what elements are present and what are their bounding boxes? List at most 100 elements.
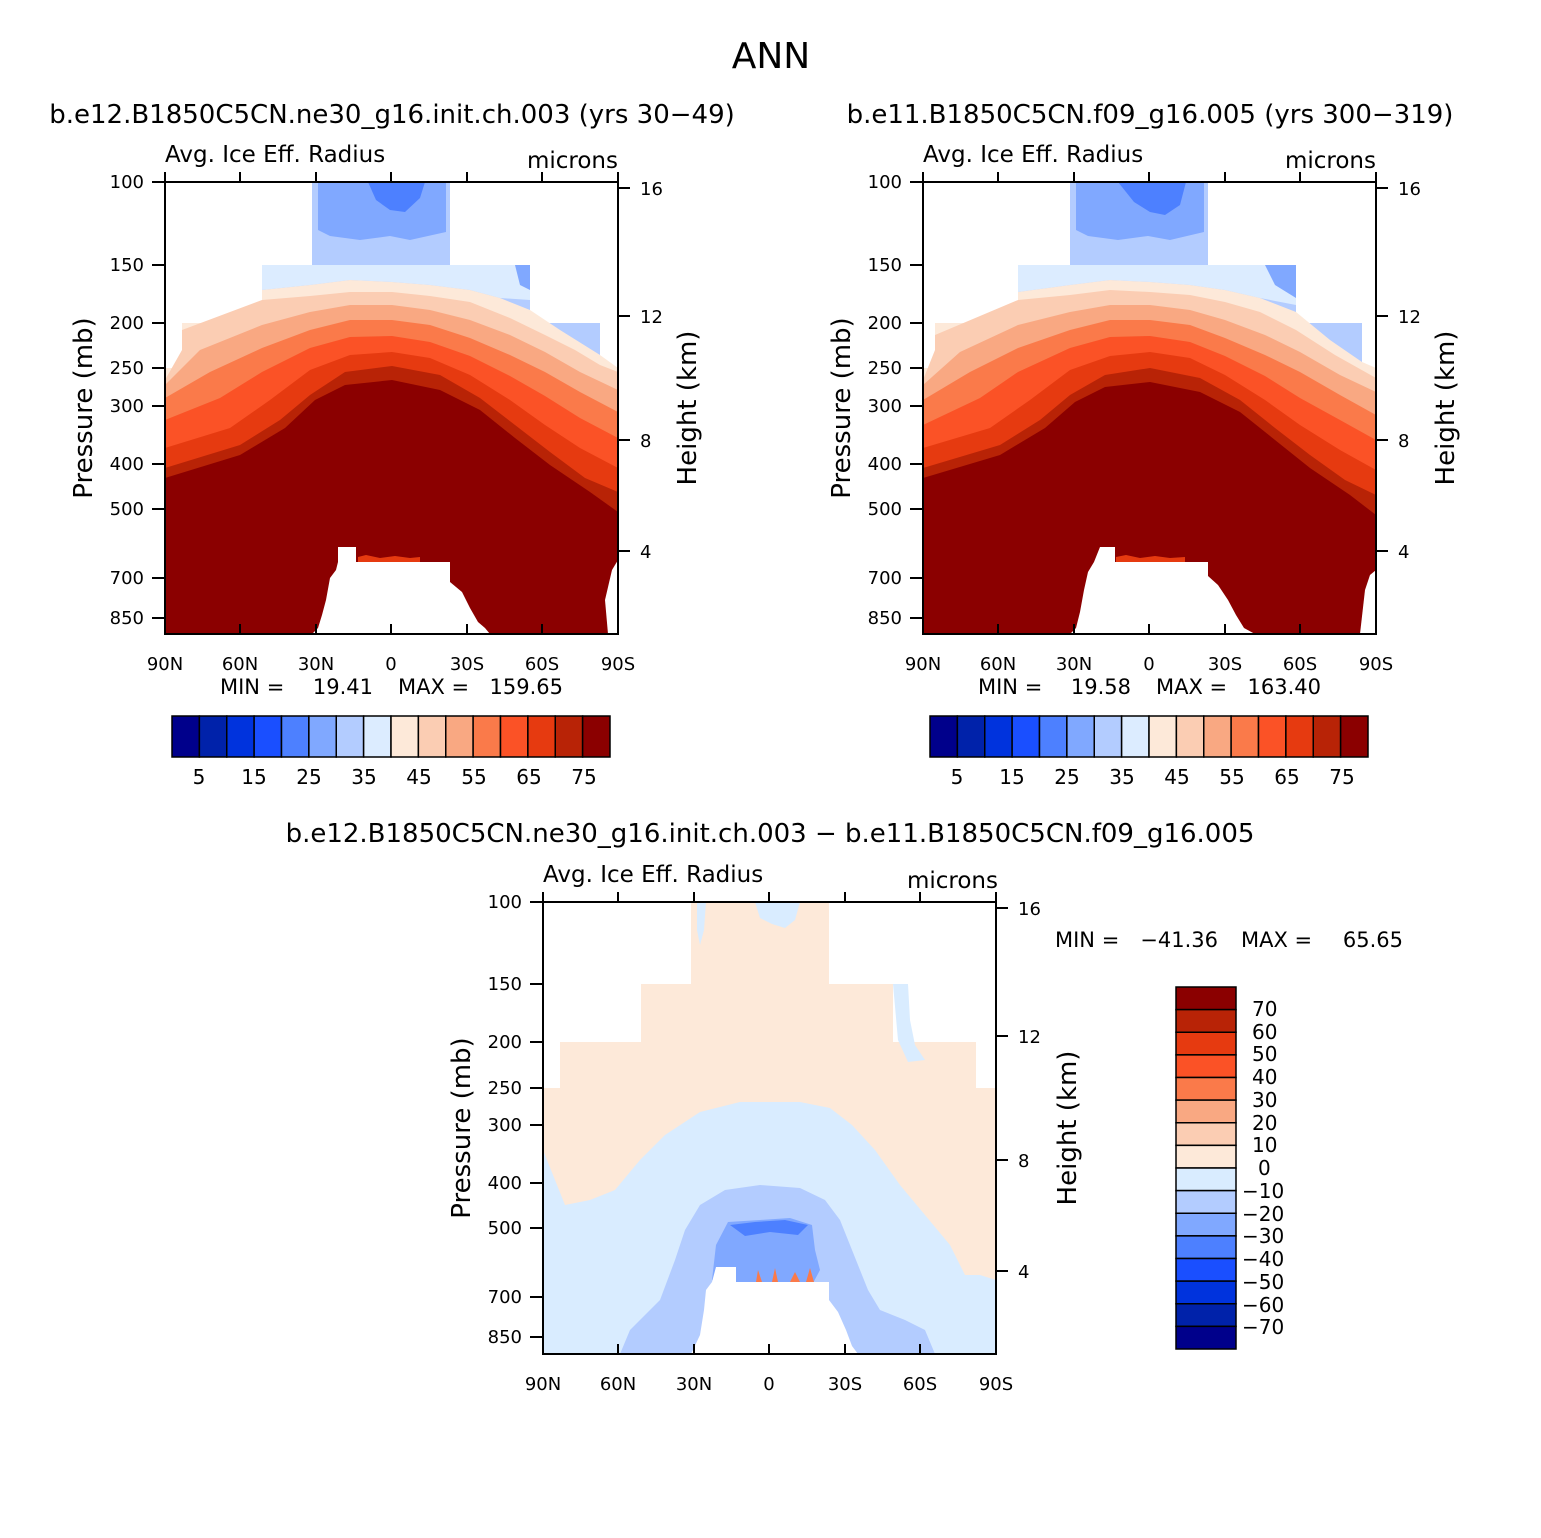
diff-colorbar-label: 60 xyxy=(1252,1020,1277,1044)
left-colorbar-label: 75 xyxy=(571,765,596,789)
diff-panel-title: b.e12.B1850C5CN.ne30_g16.init.ch.003 − b… xyxy=(286,819,1255,849)
right-y-tick-label: 850 xyxy=(868,608,902,629)
left-x-tick-label: 0 xyxy=(385,654,396,675)
left-colorbar-label: 55 xyxy=(461,765,486,789)
left-y-tick-label: 250 xyxy=(110,358,144,379)
colorbar-swatch-r xyxy=(1339,715,1369,758)
left-max-value: 159.65 xyxy=(490,675,563,699)
colorbar-swatch-r xyxy=(1285,715,1314,758)
left-y2-tick-label: 8 xyxy=(640,431,651,452)
left-colorbar-label: 65 xyxy=(516,765,541,789)
left-contour-field xyxy=(165,182,618,634)
right-y-tick-label: 300 xyxy=(868,396,902,417)
right-variable-label: Avg. Ice Eff. Radius xyxy=(923,142,1143,168)
right-max-value: 163.40 xyxy=(1248,675,1321,699)
left-y-tick-label: 500 xyxy=(110,499,144,520)
diff-y-tick-label: 100 xyxy=(488,892,522,913)
left-contour-band-lightblue xyxy=(262,265,530,300)
colorbar-swatch-r xyxy=(929,715,959,758)
right-red-specks xyxy=(1116,555,1185,562)
left-y-tick-label: 700 xyxy=(110,568,144,589)
diff-colorbar-label: 50 xyxy=(1252,1042,1277,1066)
colorbar-swatch-r xyxy=(1011,715,1041,758)
diff-colorbar-label: 70 xyxy=(1252,997,1277,1021)
right-x-ticks xyxy=(922,172,1377,634)
diff-colorbar-label: −70 xyxy=(1242,1315,1284,1339)
left-colorbar-label: 35 xyxy=(351,765,376,789)
diff-x-tick-label: 90N xyxy=(525,1374,561,1395)
colorbar-swatch-l xyxy=(499,715,529,758)
right-panel: Avg. Ice Eff. Radius microns xyxy=(827,142,1461,789)
right-contour-band-dblue2 xyxy=(1118,182,1186,215)
diff-y-tick-label: 150 xyxy=(488,974,522,995)
diff-y-tick-label: 400 xyxy=(488,1173,522,1194)
diff-colorbar-label: −50 xyxy=(1242,1270,1284,1294)
diff-y2-tick-label: 8 xyxy=(1018,1151,1029,1172)
left-min-label: MIN = xyxy=(220,675,284,699)
right-units-label: microns xyxy=(1285,148,1376,174)
left-y2-tick-label: 16 xyxy=(640,179,663,200)
diff-x-ticks xyxy=(542,892,997,1354)
colorbar-swatch-r xyxy=(1312,715,1342,758)
right-min-label: MIN = xyxy=(978,675,1042,699)
colorbar-swatch-l xyxy=(308,715,337,758)
colorbar-swatch-l xyxy=(390,715,420,758)
right-colorbar-label: 65 xyxy=(1274,765,1299,789)
diff-colorbar-label: −40 xyxy=(1242,1247,1284,1271)
left-colorbar-label: 5 xyxy=(193,765,206,789)
colorbar-swatch-r xyxy=(984,715,1013,758)
colorbar-swatch-r xyxy=(1038,715,1068,758)
diff-x-tick-label: 30N xyxy=(676,1374,712,1395)
right-contour-band-lightblue xyxy=(1018,265,1296,305)
right-y2-tick-label: 8 xyxy=(1398,431,1409,452)
left-y2-tick-label: 12 xyxy=(640,307,663,328)
right-missing-surface xyxy=(1070,547,1255,634)
left-y2-axis-title: Height (km) xyxy=(673,331,703,486)
right-y-axis-title: Pressure (mb) xyxy=(827,317,857,498)
left-panel: Avg. Ice Eff. Radius microns xyxy=(69,142,703,789)
colorbar-swatch-r xyxy=(1148,715,1178,758)
colorbar-swatch-l xyxy=(445,715,474,758)
left-y2-tick-label: 4 xyxy=(640,542,651,563)
right-y2-tick-label: 4 xyxy=(1398,542,1409,563)
diff-colorbar xyxy=(1175,986,1237,1350)
right-y-tick-label: 200 xyxy=(868,313,902,334)
right-min-value: 19.58 xyxy=(1071,675,1131,699)
colorbar-swatch-diff xyxy=(1175,1257,1237,1282)
right-colorbar-label: 55 xyxy=(1219,765,1244,789)
colorbar-swatch-diff xyxy=(1175,1054,1237,1079)
diff-colorbar-label: −30 xyxy=(1242,1224,1284,1248)
left-y-ticks xyxy=(152,181,630,619)
right-contour-field xyxy=(923,182,1376,634)
diff-contour-band-neg30 xyxy=(712,1218,820,1285)
colorbar-swatch-diff xyxy=(1175,1031,1237,1056)
diff-y-tick-label: 700 xyxy=(488,1287,522,1308)
colorbar-swatch-r xyxy=(1257,715,1287,758)
left-colorbar-label: 25 xyxy=(296,765,321,789)
diff-colorbar-label: −20 xyxy=(1242,1202,1284,1226)
left-min-value: 19.41 xyxy=(313,675,373,699)
colorbar-swatch-l xyxy=(362,715,392,758)
right-colorbar-label: 15 xyxy=(999,765,1024,789)
left-contour-band-bluecorner xyxy=(515,265,530,290)
right-y-tick-label: 250 xyxy=(868,358,902,379)
diff-y2-tick-label: 4 xyxy=(1018,1262,1029,1283)
right-colorbar-label: 35 xyxy=(1109,765,1134,789)
right-y-tick-label: 700 xyxy=(868,568,902,589)
diff-contour-band-bluepatch xyxy=(697,902,706,945)
right-x-tick-label: 90N xyxy=(905,654,941,675)
colorbar-swatch-r xyxy=(1066,715,1095,758)
colorbar-swatch-l xyxy=(417,715,447,758)
left-x-tick-label: 60S xyxy=(525,654,559,675)
colorbar-swatch-l xyxy=(253,715,283,758)
diff-y-tick-label: 250 xyxy=(488,1078,522,1099)
diff-y2-tick-label: 12 xyxy=(1018,1027,1041,1048)
right-y2-tick-label: 16 xyxy=(1398,179,1421,200)
diff-colorbar-label: −60 xyxy=(1242,1293,1284,1317)
left-y-tick-label: 100 xyxy=(110,172,144,193)
right-colorbar-label: 5 xyxy=(951,765,964,789)
right-colorbar-label: 45 xyxy=(1164,765,1189,789)
left-y-tick-label: 400 xyxy=(110,454,144,475)
diff-colorbar-label: 0 xyxy=(1258,1156,1271,1180)
right-y2-axis-title: Height (km) xyxy=(1431,331,1461,486)
